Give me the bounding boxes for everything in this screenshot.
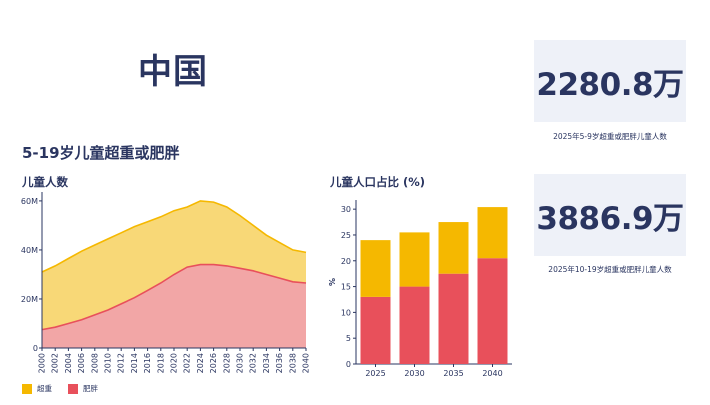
area-x-tick-label: 2010 <box>104 353 113 373</box>
area-series-overweight <box>42 200 306 330</box>
legend-item-overweight: 超重 <box>22 383 52 394</box>
area-y-tick-label: 60M <box>21 197 38 206</box>
stat-caption-10-19: 2025年10-19岁超重或肥胖儿童人数 <box>548 265 672 274</box>
legend-swatch-overweight <box>22 383 32 394</box>
bar-x-tick-label: 2040 <box>482 369 502 378</box>
area-x-tick-label: 2014 <box>130 353 139 373</box>
bar-overweight-2040 <box>477 207 508 259</box>
area-x-tick-label: 2036 <box>275 353 284 373</box>
area-x-tick-label: 2012 <box>117 353 126 373</box>
area-x-tick-label: 2026 <box>209 353 218 373</box>
bar-overweight-2025 <box>360 240 391 297</box>
area-x-tick-label: 2034 <box>262 353 271 373</box>
bar-obese-2035 <box>438 273 469 364</box>
area-x-tick-label: 2016 <box>143 353 152 373</box>
bar-x-tick-label: 2030 <box>404 369 424 378</box>
area-x-tick-label: 2032 <box>249 353 258 373</box>
area-y-tick-label: 40M <box>21 246 38 255</box>
stat-card-10-19: 3886.9万 <box>534 174 686 256</box>
legend-swatch-obese <box>68 383 78 394</box>
bar-y-tick-label: 25 <box>341 231 351 240</box>
stat-value-5-9: 2280.8万 <box>536 66 684 103</box>
stat-value-10-19: 3886.9万 <box>536 200 684 237</box>
bar-y-tick-label: 30 <box>341 205 351 214</box>
area-y-tick-label: 0 <box>33 344 38 353</box>
area-x-tick-label: 2018 <box>156 353 165 373</box>
bar-obese-2025 <box>360 296 391 364</box>
area-x-tick-label: 2038 <box>288 353 297 373</box>
area-x-tick-label: 2028 <box>222 353 231 373</box>
area-series-obese <box>42 264 306 348</box>
bar-x-tick-label: 2025 <box>365 369 385 378</box>
area-x-tick-label: 2002 <box>51 353 60 373</box>
bar-overweight-2035 <box>438 222 469 274</box>
area-y-tick-label: 20M <box>21 295 38 304</box>
area-x-tick-label: 2024 <box>196 353 205 373</box>
bar-y-tick-label: 0 <box>346 360 351 369</box>
area-x-tick-label: 2000 <box>38 353 47 373</box>
bar-chart-title: 儿童人口占比 (%) <box>330 175 426 189</box>
stat-card-5-9: 2280.8万 <box>534 40 686 122</box>
bar-y-tick-label: 5 <box>346 334 351 343</box>
area-chart: 0 20M 40M 60M 2000 2002 2004 2006 2008 2010 2012 20… <box>21 192 311 373</box>
area-x-tick-label: 2022 <box>183 353 192 373</box>
area-x-tick-label: 2008 <box>90 353 99 373</box>
legend-label-overweight: 超重 <box>37 384 52 393</box>
bar-y-tick-label: 15 <box>341 283 351 292</box>
area-x-tick-label: 2004 <box>64 353 73 373</box>
bar-y-axis-label: % <box>328 278 337 286</box>
area-chart-title: 儿童人数 <box>22 175 68 189</box>
bar-x-tick-label: 2035 <box>443 369 463 378</box>
bar-overweight-2030 <box>399 232 430 287</box>
section-title: 5-19岁儿童超重或肥胖 <box>22 144 180 162</box>
area-x-tick-label: 2040 <box>302 353 311 373</box>
legend: 超重 肥胖 <box>22 383 114 394</box>
bar-y-tick-label: 20 <box>341 257 351 266</box>
bar-y-tick-label: 10 <box>341 308 351 317</box>
area-x-tick-label: 2020 <box>170 353 179 373</box>
line-series-overweight <box>41 200 307 273</box>
area-x-tick-label: 2006 <box>77 353 86 373</box>
stat-caption-5-9: 2025年5-9岁超重或肥胖儿童人数 <box>553 132 667 141</box>
bar-obese-2030 <box>399 286 430 364</box>
legend-label-obese: 肥胖 <box>83 384 98 393</box>
bar-obese-2040 <box>477 258 508 364</box>
country-title: 中国 <box>138 52 208 92</box>
area-x-tick-label: 2030 <box>236 353 245 373</box>
line-series-obese <box>41 263 307 331</box>
legend-item-obese: 肥胖 <box>68 383 98 394</box>
